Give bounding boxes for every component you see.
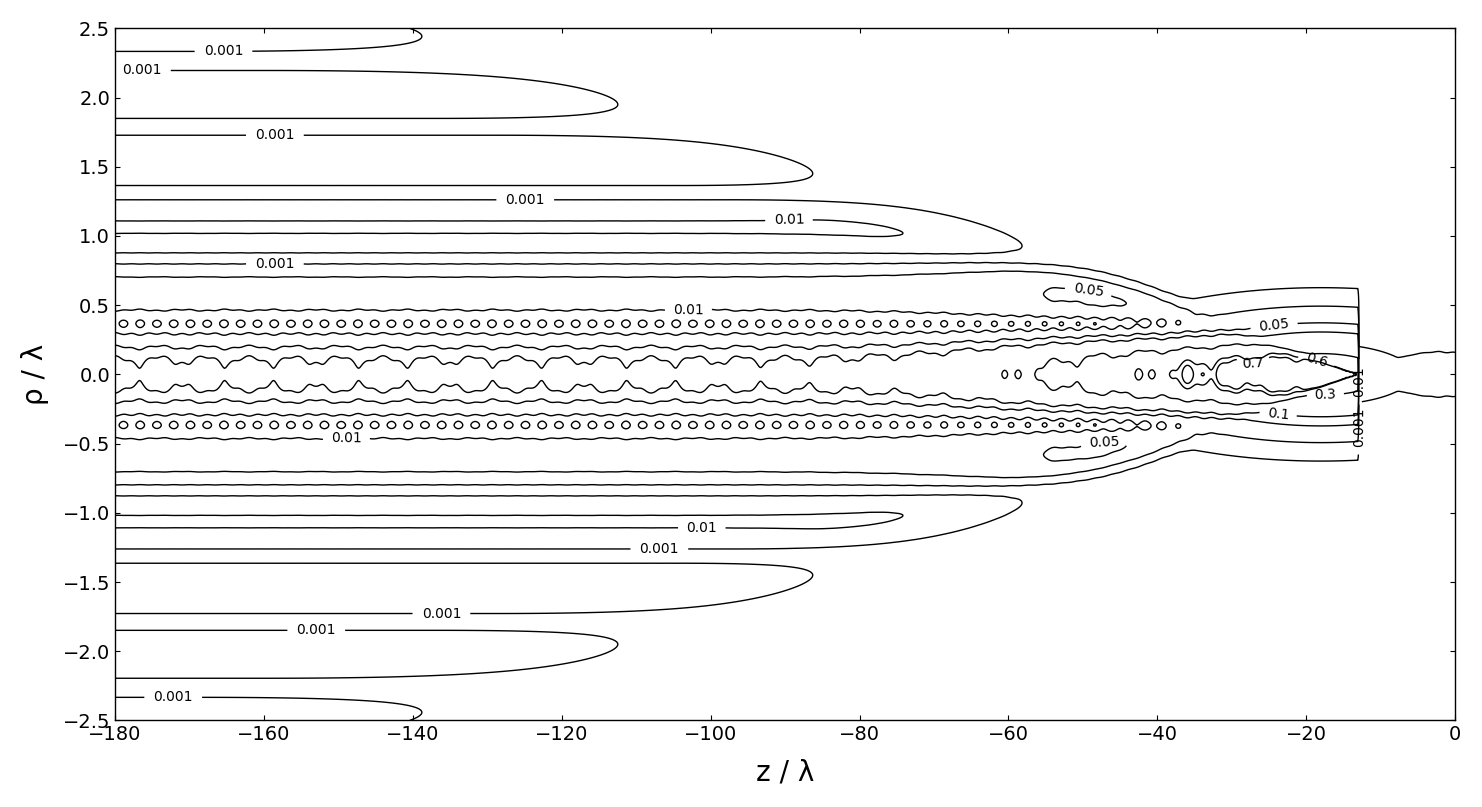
Text: 0.001: 0.001 [296, 623, 336, 638]
Text: 0.001: 0.001 [640, 542, 679, 556]
Text: 0.001: 0.001 [255, 128, 295, 142]
Text: 0.001: 0.001 [505, 193, 545, 207]
X-axis label: z / λ: z / λ [756, 758, 814, 786]
Text: 0.05: 0.05 [1258, 316, 1289, 334]
Text: 0.01: 0.01 [330, 431, 362, 445]
Text: 0.01: 0.01 [1352, 366, 1366, 397]
Text: 0.01: 0.01 [774, 213, 805, 228]
Text: 0.001: 0.001 [255, 257, 295, 271]
Text: 0.001: 0.001 [1352, 408, 1366, 447]
Text: 0.05: 0.05 [1089, 435, 1120, 449]
Text: 0.7: 0.7 [1242, 356, 1264, 371]
Text: 0.001: 0.001 [422, 607, 461, 621]
Text: 0.01: 0.01 [686, 521, 717, 535]
Text: 0.01: 0.01 [673, 303, 704, 318]
Text: 0.3: 0.3 [1315, 388, 1337, 403]
Text: 0.1: 0.1 [1267, 406, 1289, 422]
Text: 0.001: 0.001 [122, 64, 162, 77]
Y-axis label: ρ / λ: ρ / λ [21, 344, 49, 405]
Text: 0.05: 0.05 [1073, 281, 1104, 299]
Text: 0.001: 0.001 [154, 690, 193, 705]
Text: 0.001: 0.001 [203, 44, 243, 58]
Text: 0.6: 0.6 [1304, 351, 1329, 370]
